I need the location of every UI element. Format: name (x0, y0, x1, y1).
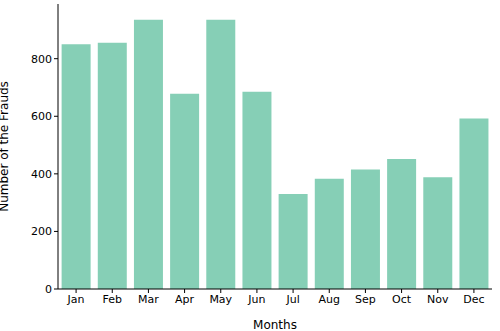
svg-text:Number of the Frauds: Number of the Frauds (8, 81, 11, 212)
svg-text:Feb: Feb (103, 293, 122, 306)
svg-text:Apr: Apr (175, 293, 195, 306)
svg-text:Months: Months (253, 318, 297, 331)
svg-text:Jul: Jul (285, 293, 299, 306)
svg-text:Dec: Dec (463, 293, 484, 306)
svg-text:Jan: Jan (67, 293, 85, 306)
svg-text:Jun: Jun (247, 293, 265, 306)
svg-text:600: 600 (31, 110, 52, 123)
svg-text:200: 200 (31, 225, 52, 238)
svg-text:Sep: Sep (355, 293, 376, 306)
svg-text:400: 400 (31, 168, 52, 181)
svg-text:Aug: Aug (319, 293, 340, 306)
svg-text:May: May (209, 293, 232, 306)
svg-text:0: 0 (45, 283, 52, 296)
svg-text:800: 800 (31, 53, 52, 66)
svg-text:Oct: Oct (392, 293, 412, 306)
svg-text:Mar: Mar (138, 293, 159, 306)
svg-text:Nov: Nov (427, 293, 449, 306)
